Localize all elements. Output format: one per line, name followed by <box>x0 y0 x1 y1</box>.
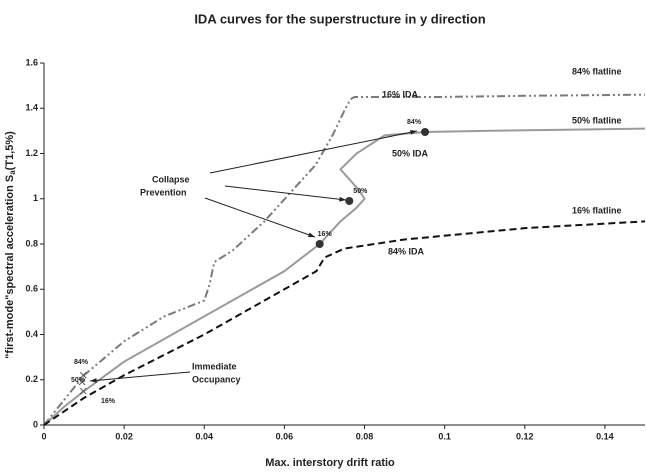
y-tick-label: 1.6 <box>25 57 38 67</box>
annotation: 50% flatline <box>572 115 622 125</box>
ida-curve <box>43 93 646 426</box>
annotation: Collapse <box>152 174 190 184</box>
point-label: 16% <box>318 231 333 238</box>
y-tick-label: 1 <box>33 193 38 203</box>
io-point <box>78 378 86 386</box>
y-axis-label: "first-mode"spectral acceleration Sa(T1,… <box>4 131 17 359</box>
ida-curve <box>43 127 646 426</box>
point-label: 84% <box>407 119 422 126</box>
x-axis-label: Max. interstory drift ratio <box>265 457 395 469</box>
point-label: 84% <box>74 359 89 366</box>
y-tick-label: 1.2 <box>25 148 38 158</box>
arrow-line <box>209 130 418 174</box>
y-tick-label: 1.4 <box>25 103 38 113</box>
annotation: Occupancy <box>192 374 241 384</box>
arrow-head <box>308 232 315 238</box>
collapse-point <box>315 240 324 248</box>
y-tick-label: 0.2 <box>25 374 38 384</box>
y-tick-label: 0.4 <box>25 329 38 339</box>
x-tick-label: 0.12 <box>516 431 534 441</box>
x-tick-label: 0.06 <box>276 431 294 441</box>
annotation: 50% IDA <box>392 148 429 158</box>
y-tick-label: 0 <box>33 419 38 429</box>
annotation: 84% flatline <box>572 66 622 76</box>
arrow-head <box>339 196 346 202</box>
point-label: 16% <box>101 398 116 405</box>
arrow-head <box>410 129 417 135</box>
collapse-point <box>421 128 430 137</box>
annotation: Immediate <box>192 361 237 371</box>
annotation: Prevention <box>140 187 187 197</box>
y-label-sub: a <box>8 170 17 175</box>
y-tick-label: 0.8 <box>25 238 38 248</box>
ida-curve <box>43 220 646 426</box>
io-point <box>79 371 87 379</box>
x-tick-label: 0.1 <box>438 431 451 441</box>
point-label: 50% <box>353 188 368 195</box>
annotation: 16% flatline <box>572 205 622 215</box>
arrow-line <box>204 197 316 238</box>
chart-title: IDA curves for the superstructure in y d… <box>194 11 485 26</box>
annotation: 84% IDA <box>388 246 425 256</box>
arrow-line <box>224 185 347 201</box>
y-tick-label: 0.6 <box>25 284 38 294</box>
x-tick-label: 0.02 <box>115 431 133 441</box>
x-tick-label: 0.08 <box>356 431 374 441</box>
x-tick-label: 0 <box>41 431 46 441</box>
x-tick-label: 0.04 <box>196 431 214 441</box>
y-label-suffix: (T1,5%) <box>4 131 16 170</box>
annotation: 16% IDA <box>382 89 419 99</box>
arrow-line <box>89 371 191 382</box>
x-tick-label: 0.14 <box>596 431 614 441</box>
io-point <box>79 387 87 395</box>
y-label-main: "first-mode"spectral acceleration S <box>4 175 16 359</box>
point-label: 50% <box>71 377 86 384</box>
arrow-head <box>90 378 97 383</box>
collapse-point <box>345 197 354 206</box>
